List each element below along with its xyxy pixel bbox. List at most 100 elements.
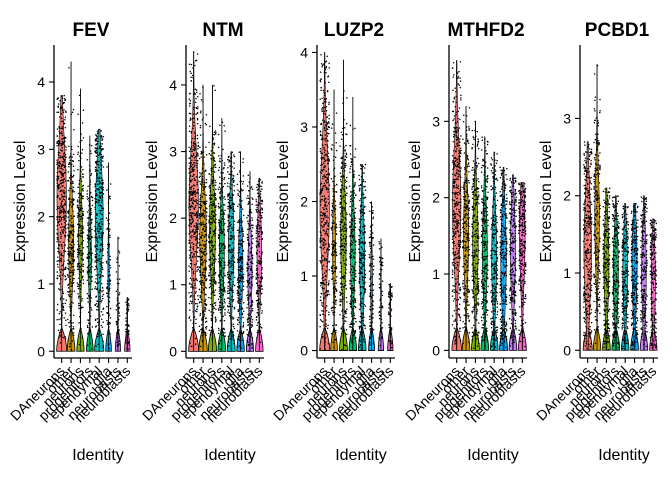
data-point xyxy=(342,187,344,189)
data-point xyxy=(233,227,235,229)
data-point xyxy=(239,235,241,237)
data-point xyxy=(193,141,195,143)
data-point xyxy=(190,189,192,191)
data-point xyxy=(117,317,119,319)
data-point xyxy=(219,276,221,278)
data-point xyxy=(191,268,193,270)
data-point xyxy=(233,257,235,259)
data-point xyxy=(340,179,342,181)
data-point xyxy=(195,292,197,294)
data-point xyxy=(259,280,261,282)
data-point xyxy=(200,208,202,210)
data-point xyxy=(90,212,92,214)
data-point xyxy=(231,332,233,334)
data-point xyxy=(252,198,254,200)
data-point xyxy=(66,196,68,198)
data-point xyxy=(193,200,195,202)
data-point xyxy=(256,207,258,209)
data-point xyxy=(232,286,234,288)
data-point xyxy=(65,202,67,204)
data-point xyxy=(327,179,329,181)
data-point xyxy=(221,271,223,273)
data-point xyxy=(63,273,65,275)
data-point xyxy=(191,185,193,187)
data-point xyxy=(195,180,197,182)
data-point xyxy=(87,241,89,243)
data-point xyxy=(98,303,100,305)
data-point xyxy=(87,193,89,195)
data-point xyxy=(100,169,102,171)
data-point xyxy=(201,299,203,301)
data-point xyxy=(333,254,335,256)
data-point xyxy=(214,245,216,247)
data-point xyxy=(108,343,110,345)
data-point xyxy=(251,305,253,307)
data-point xyxy=(78,303,80,305)
data-point xyxy=(90,255,92,257)
data-point xyxy=(261,188,263,190)
data-point xyxy=(320,300,322,302)
data-point xyxy=(208,241,210,243)
data-point xyxy=(248,344,250,346)
data-point xyxy=(340,283,342,285)
data-point xyxy=(351,307,353,309)
data-point xyxy=(325,337,327,339)
data-point xyxy=(79,220,81,222)
data-point xyxy=(237,193,239,195)
data-point xyxy=(342,315,344,317)
data-point xyxy=(87,319,89,321)
data-point xyxy=(94,186,96,188)
data-point xyxy=(204,307,206,309)
data-point xyxy=(87,266,89,268)
data-point xyxy=(106,228,108,230)
data-point xyxy=(334,168,336,170)
data-point xyxy=(247,239,249,241)
data-point xyxy=(333,321,335,323)
data-point xyxy=(352,242,354,244)
data-point xyxy=(57,309,59,311)
data-point xyxy=(205,146,207,148)
data-point xyxy=(252,337,254,339)
data-point xyxy=(72,210,74,212)
data-point xyxy=(62,209,64,211)
data-point xyxy=(215,309,217,311)
data-point xyxy=(96,283,98,285)
data-point xyxy=(203,284,205,286)
data-point xyxy=(249,190,251,192)
data-point xyxy=(205,207,207,209)
data-point xyxy=(325,140,327,142)
data-point xyxy=(56,260,58,262)
data-point xyxy=(83,227,85,229)
data-point xyxy=(63,251,65,253)
data-point xyxy=(243,175,245,177)
data-point xyxy=(203,184,205,186)
data-point xyxy=(62,248,64,250)
data-point xyxy=(81,152,83,154)
data-point xyxy=(250,265,252,267)
data-point xyxy=(342,102,344,104)
data-point xyxy=(69,278,71,280)
data-point xyxy=(341,230,343,232)
data-point xyxy=(322,313,324,315)
data-point xyxy=(350,305,352,307)
data-point xyxy=(67,223,69,225)
data-point xyxy=(71,222,73,224)
data-point xyxy=(342,245,344,247)
data-point xyxy=(249,286,251,288)
data-point xyxy=(63,263,65,265)
data-point xyxy=(211,308,213,310)
data-point xyxy=(110,267,112,269)
data-point xyxy=(251,316,253,318)
data-point xyxy=(224,198,226,200)
data-point xyxy=(96,201,98,203)
data-point xyxy=(194,206,196,208)
data-point xyxy=(100,274,102,276)
data-point xyxy=(242,183,244,185)
data-point xyxy=(116,290,118,292)
data-point xyxy=(192,75,194,77)
data-point xyxy=(77,187,79,189)
data-point xyxy=(200,173,202,175)
data-point xyxy=(219,226,221,228)
data-point xyxy=(61,96,63,98)
data-point xyxy=(81,140,83,142)
